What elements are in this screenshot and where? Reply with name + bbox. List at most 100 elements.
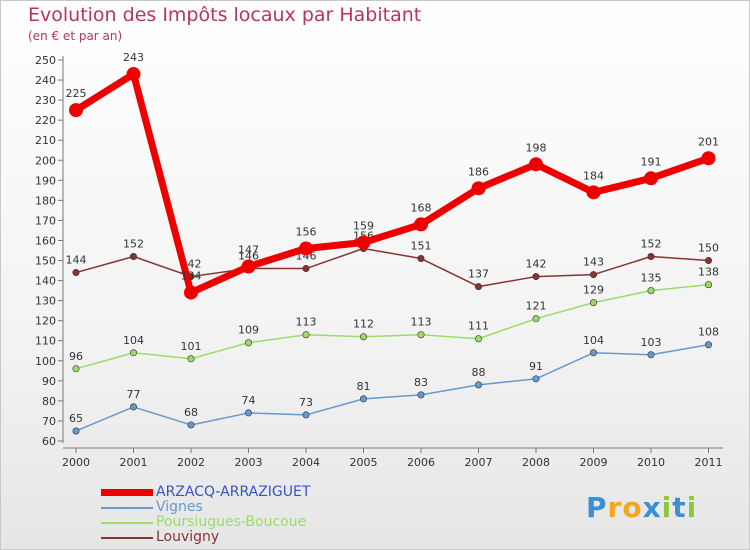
series-point-1 — [474, 381, 482, 389]
series-point-3 — [532, 273, 540, 281]
data-label-1: 68 — [184, 406, 198, 419]
series-point-3 — [302, 265, 310, 273]
data-label-1: 81 — [357, 380, 371, 393]
data-label-1: 77 — [127, 388, 141, 401]
legend-swatch — [101, 506, 153, 509]
x-tick-label: 2007 — [465, 456, 493, 469]
series-point-1 — [72, 427, 80, 435]
data-label-3: 142 — [526, 258, 547, 271]
series-point-3 — [704, 257, 712, 265]
legend: ARZACQ-ARRAZIGUET Vignes Poursiugues-Bouco… — [101, 485, 310, 545]
series-point-0 — [529, 157, 543, 172]
series-point-0 — [471, 181, 486, 196]
y-tick-label: 200 — [35, 154, 56, 167]
legend-item: Vignes — [101, 500, 310, 515]
x-tick-label: 2004 — [292, 456, 320, 469]
series-point-0 — [701, 151, 716, 166]
data-label-0: 134 — [181, 270, 202, 283]
data-label-2: 101 — [181, 340, 202, 353]
y-tick-label: 250 — [35, 54, 56, 67]
y-tick-label: 170 — [35, 214, 56, 227]
legend-label: ARZACQ-ARRAZIGUET — [156, 484, 311, 500]
data-label-0: 198 — [526, 141, 547, 154]
data-label-0: 168 — [411, 201, 432, 214]
y-tick-label: 120 — [35, 315, 56, 328]
x-tick-label: 2010 — [637, 456, 665, 469]
series-point-0 — [414, 217, 428, 232]
data-label-2: 111 — [468, 320, 489, 333]
series-point-0 — [356, 235, 371, 250]
data-label-0: 191 — [641, 155, 662, 168]
y-tick-label: 130 — [35, 295, 56, 308]
series-point-2 — [417, 331, 425, 339]
y-tick-label: 220 — [35, 114, 56, 127]
data-label-3: 137 — [468, 268, 489, 281]
series-point-0 — [299, 241, 313, 256]
series-point-0 — [644, 171, 658, 186]
series-line-3 — [75, 247, 709, 288]
data-label-3: 152 — [641, 238, 662, 251]
series-point-2 — [187, 355, 195, 363]
proxiti-logo: Proxiti — [586, 491, 697, 524]
data-label-1: 74 — [242, 394, 256, 407]
series-point-1 — [417, 391, 425, 399]
series-line-1 — [75, 344, 709, 432]
series-point-1 — [647, 351, 655, 359]
x-tick-label: 2005 — [350, 456, 378, 469]
x-tick-label: 2006 — [407, 456, 435, 469]
y-tick-label: 60 — [42, 435, 56, 448]
data-label-1: 88 — [472, 366, 486, 379]
data-label-1: 103 — [641, 336, 662, 349]
series-point-0 — [241, 259, 256, 274]
data-label-3: 143 — [583, 256, 604, 269]
legend-swatch — [101, 489, 153, 496]
y-tick-label: 80 — [42, 395, 56, 408]
logo-letter: i — [661, 491, 673, 524]
series-point-2 — [72, 365, 80, 373]
series-point-2 — [704, 281, 712, 289]
data-label-2: 96 — [69, 350, 83, 363]
data-label-3: 146 — [238, 250, 259, 263]
chart-title: Evolution des Impôts locaux par Habitant — [28, 4, 422, 26]
legend-label: Louvigny — [156, 529, 220, 545]
data-label-1: 83 — [414, 376, 428, 389]
y-tick-label: 190 — [35, 174, 56, 187]
series-point-2 — [302, 331, 310, 339]
series-point-2 — [532, 315, 540, 323]
chart-subtitle: (en € et par an) — [28, 29, 123, 43]
data-label-3: 144 — [66, 254, 87, 267]
data-label-1: 104 — [583, 334, 604, 347]
x-tick-label: 2011 — [695, 456, 723, 469]
series-point-2 — [647, 287, 655, 295]
data-label-0: 225 — [66, 87, 87, 100]
y-tick-label: 100 — [35, 355, 56, 368]
x-tick-label: 2002 — [177, 456, 205, 469]
data-label-1: 91 — [529, 360, 543, 373]
series-point-2 — [474, 335, 482, 343]
series-point-0 — [69, 103, 83, 118]
series-point-1 — [532, 375, 540, 383]
series-line-0 — [74, 70, 710, 297]
y-tick-label: 150 — [35, 255, 56, 268]
y-tick-label: 90 — [42, 375, 56, 388]
series-point-3 — [474, 283, 482, 291]
data-label-3: 152 — [123, 238, 144, 251]
data-label-2: 109 — [238, 324, 259, 337]
y-tick-label: 210 — [35, 134, 56, 147]
data-label-0: 243 — [123, 51, 144, 64]
series-point-1 — [589, 349, 597, 357]
line-chart: 60 70 80 90 100 110 120 130 140 150 160 170 180 190 20… — [35, 51, 723, 469]
legend-item: ARZACQ-ARRAZIGUET — [101, 485, 310, 500]
series-point-0 — [184, 285, 198, 300]
data-label-3: 151 — [411, 240, 432, 253]
data-label-2: 121 — [526, 300, 547, 313]
x-tick-label: 2001 — [120, 456, 148, 469]
series-point-2 — [130, 349, 138, 357]
series-point-2 — [359, 333, 367, 341]
series-point-3 — [72, 269, 80, 277]
y-tick-label: 110 — [35, 335, 56, 348]
series-point-3 — [647, 253, 655, 261]
y-tick-label: 140 — [35, 275, 56, 288]
series-point-3 — [417, 255, 425, 263]
